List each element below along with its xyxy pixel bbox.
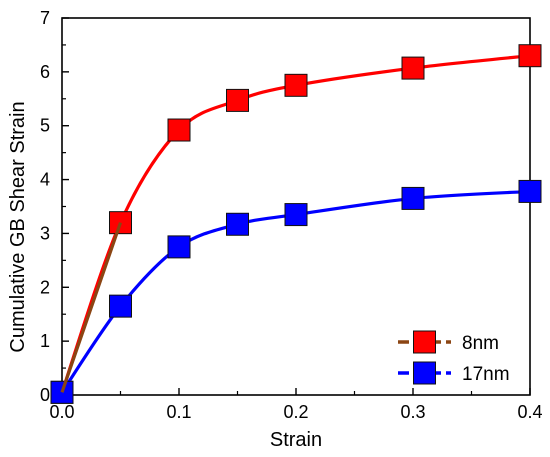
y-tick-label: 7: [40, 8, 50, 28]
data-point-17nm: [109, 294, 132, 318]
x-tick-label: 0.2: [283, 402, 308, 422]
y-axis-title: Cumulative GB Shear Strain: [7, 101, 29, 352]
series-layer: [50, 44, 542, 404]
data-point-8nm: [401, 56, 425, 80]
data-point-17nm: [226, 212, 249, 236]
data-point-8nm: [167, 118, 191, 142]
legend-label: 17nm: [462, 364, 510, 385]
tick-labels: 0.0 0.1 0.2 0.3 0.4 0 1 2 3 4 5 6 7: [40, 8, 543, 422]
x-axis-title: Strain: [270, 429, 322, 451]
x-tick-label: 0.0: [49, 402, 74, 422]
x-tick-label: 0.4: [517, 402, 542, 422]
x-tick-label: 0.1: [166, 402, 191, 422]
data-point-17nm: [284, 203, 308, 227]
y-tick-label: 0: [40, 385, 50, 405]
x-tick-label: 0.3: [400, 402, 425, 422]
legend: 8nm 17nm: [398, 330, 510, 385]
y-tick-label: 1: [40, 331, 50, 351]
data-point-8nm: [284, 73, 308, 97]
y-tick-label: 2: [40, 277, 50, 297]
y-tick-label: 3: [40, 223, 50, 243]
data-point-8nm: [518, 44, 542, 68]
data-point-17nm: [518, 179, 542, 203]
legend-label: 8nm: [462, 333, 499, 354]
legend-marker: [413, 361, 436, 385]
y-tick-label: 4: [40, 170, 50, 190]
extra-segment-line: [60, 222, 123, 393]
data-point-17nm: [401, 186, 425, 210]
legend-marker: [413, 330, 436, 354]
data-point-8nm: [226, 88, 249, 112]
y-tick-label: 5: [40, 116, 50, 136]
data-point-17nm: [167, 235, 191, 259]
y-tick-label: 6: [40, 62, 50, 82]
